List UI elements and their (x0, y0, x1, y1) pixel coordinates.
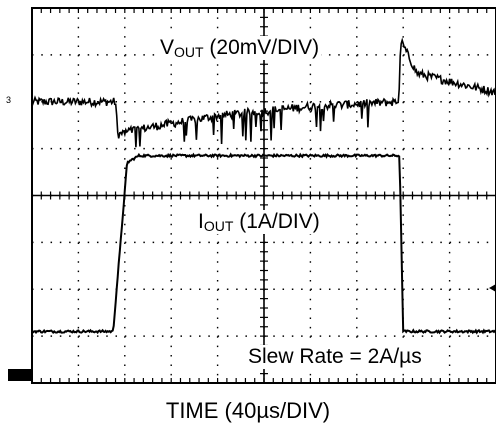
iout-trace (31, 152, 496, 335)
plot-ticks (31, 7, 496, 384)
oscilloscope-plot: 3 (6, 7, 496, 384)
trigger-arrow-icon (489, 284, 496, 292)
iout-channel-label: IOUT (1A/DIV) (196, 210, 322, 234)
ground-marker-icon (8, 369, 32, 381)
slew-rate-annotation: Slew Rate = 2A/µs (244, 345, 426, 369)
channel-marker: 3 (6, 95, 11, 105)
vout-trace (31, 37, 496, 148)
vout-channel-label: VOUT (20mV/DIV) (158, 36, 322, 60)
time-axis-label: TIME (40µs/DIV) (165, 398, 331, 423)
